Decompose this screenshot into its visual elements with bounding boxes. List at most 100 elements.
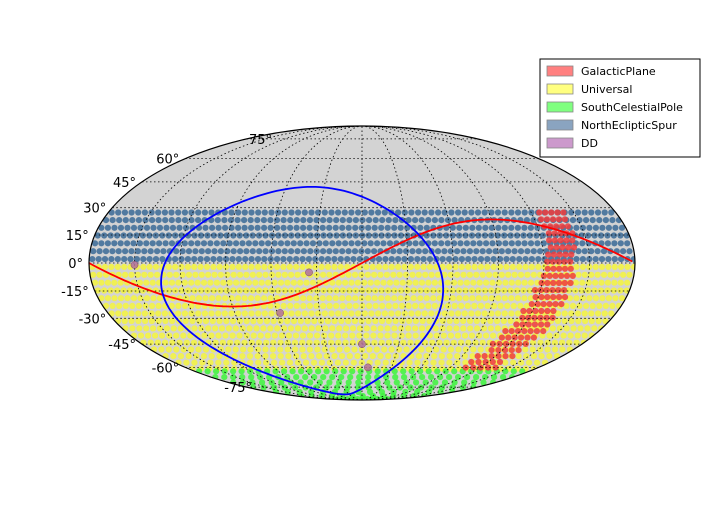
field-dot [586, 224, 593, 231]
field-dot [507, 317, 514, 325]
field-dot [127, 256, 134, 263]
field-dot [160, 248, 167, 255]
meridian-line [361, 126, 590, 400]
field-dot [618, 295, 626, 302]
field-dot [339, 302, 346, 309]
field-dot [284, 346, 291, 353]
field-dot [339, 248, 346, 255]
field-dot [241, 310, 248, 317]
field-dot [318, 359, 325, 366]
field-dot [444, 302, 452, 309]
field-dot [556, 325, 563, 332]
field-dot [486, 271, 493, 278]
field-dot [162, 317, 169, 325]
field-dot [139, 232, 146, 239]
field-dot [328, 339, 335, 346]
field-dot [477, 263, 485, 270]
lat-tick-label: -15° [61, 285, 89, 300]
field-dot [557, 237, 564, 244]
field-dot [134, 248, 141, 255]
legend-swatch [546, 137, 574, 149]
field-dot [271, 279, 278, 286]
field-dot [274, 256, 281, 263]
field-dot [215, 224, 222, 231]
field-dot [305, 256, 312, 263]
field-dot [410, 374, 417, 381]
field-dot [564, 223, 572, 230]
field-dot [489, 358, 496, 366]
field-dot [341, 310, 348, 317]
field-dot [268, 379, 275, 386]
lat-tick-label: 45° [113, 176, 136, 191]
field-dot [94, 287, 101, 294]
field-dot [410, 287, 417, 294]
field-dot [306, 295, 313, 302]
field-dot [444, 240, 451, 247]
field-dot [401, 209, 408, 216]
field-dot [466, 271, 473, 278]
field-dot [589, 217, 596, 224]
field-dot [176, 339, 183, 346]
field-dot [260, 325, 267, 332]
field-dot [428, 271, 435, 278]
field-dot [302, 359, 310, 366]
field-dot [384, 325, 391, 332]
field-dot [501, 310, 508, 317]
field-dot [456, 295, 463, 302]
field-dot [470, 346, 477, 353]
field-dot [297, 317, 304, 325]
field-dot [249, 379, 256, 386]
field-dot [297, 240, 304, 247]
field-dot [344, 256, 351, 263]
field-dot [602, 317, 609, 325]
field-dot [334, 384, 341, 391]
field-dot [155, 209, 162, 216]
field-dot [524, 271, 531, 278]
field-dot [243, 248, 250, 255]
field-dot [124, 224, 131, 231]
field-dot [351, 346, 358, 353]
field-dot [451, 279, 458, 286]
field-dot [328, 332, 335, 339]
field-dot [369, 353, 376, 360]
field-dot [290, 240, 297, 247]
field-dot [262, 271, 269, 278]
field-dot [483, 240, 490, 247]
field-dot [199, 359, 206, 366]
field-dot [476, 279, 483, 286]
field-dot [550, 251, 558, 258]
field-dot [301, 325, 308, 332]
field-dot [530, 271, 537, 278]
field-dot [418, 325, 426, 332]
legend-label: GalacticPlane [581, 65, 656, 78]
field-dot [372, 287, 379, 294]
field-dot [559, 346, 566, 353]
field-dot [155, 310, 162, 317]
field-dot [332, 224, 339, 231]
field-dot [271, 332, 278, 339]
field-dot [221, 374, 228, 381]
field-dot [185, 271, 193, 278]
field-dot [294, 271, 301, 278]
field-dot [267, 217, 274, 224]
field-dot [155, 302, 162, 309]
field-dot [309, 240, 317, 247]
field-dot [197, 232, 205, 239]
field-dot [483, 279, 490, 286]
field-dot [195, 209, 202, 216]
field-dot [588, 271, 595, 278]
field-dot [191, 256, 198, 263]
field-dot [218, 325, 226, 332]
field-dot [339, 353, 346, 360]
field-dot [422, 379, 429, 386]
field-dot [342, 339, 349, 346]
field-dot [494, 310, 502, 317]
field-dot [417, 287, 424, 294]
meridian-line [225, 126, 363, 400]
field-dot [551, 346, 559, 353]
field-dot [407, 339, 414, 346]
field-dot [296, 388, 303, 396]
field-dot [412, 325, 419, 332]
field-dot [320, 339, 327, 346]
field-dot [408, 368, 415, 375]
